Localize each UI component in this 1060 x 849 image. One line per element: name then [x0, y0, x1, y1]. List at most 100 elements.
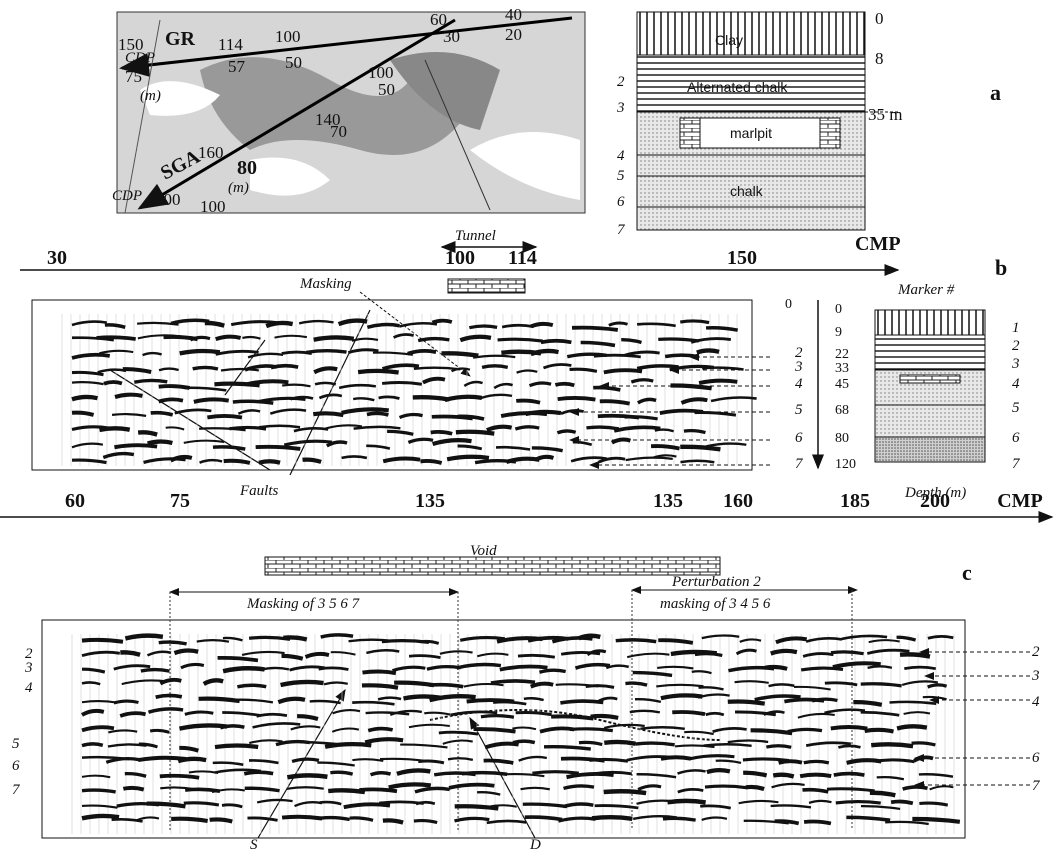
- label: 45: [835, 377, 849, 392]
- reflector: [111, 818, 143, 823]
- reflector: [764, 664, 788, 671]
- reflector: [866, 648, 910, 655]
- label: a: [990, 80, 1001, 105]
- label: 6: [1032, 750, 1040, 766]
- reflector: [147, 707, 184, 714]
- reflector: [487, 804, 517, 808]
- reflector: [331, 727, 360, 733]
- reflector: [860, 710, 900, 717]
- reflector: [431, 318, 453, 325]
- reflector: [569, 727, 614, 733]
- reflector: [207, 414, 243, 420]
- reflector: [81, 650, 121, 658]
- reflector: [885, 820, 929, 826]
- reflector: [243, 770, 274, 776]
- reflector: [694, 652, 723, 658]
- reflector: [270, 363, 299, 370]
- reflector: [805, 636, 843, 643]
- reflector: [280, 679, 324, 688]
- reflector: [846, 815, 891, 823]
- panel-c-frame: [0, 511, 1054, 839]
- label: 4: [795, 376, 803, 392]
- label: 3: [1031, 668, 1040, 684]
- reflector: [896, 724, 928, 731]
- reflector: [832, 661, 881, 670]
- reflector: [811, 697, 838, 703]
- reflector: [359, 787, 398, 794]
- label: Alternated chalk: [687, 79, 788, 95]
- reflector: [81, 804, 118, 809]
- reflector: [684, 730, 714, 736]
- reflector: [802, 652, 834, 658]
- reflector: [890, 799, 914, 806]
- reflector: [71, 370, 104, 377]
- reflector: [330, 651, 356, 656]
- reflector: [530, 348, 559, 357]
- reflector: [497, 337, 543, 343]
- reflector: [108, 729, 138, 734]
- label: c: [962, 560, 972, 585]
- reflector: [594, 770, 632, 776]
- label: 5: [617, 168, 625, 184]
- reflector: [700, 804, 732, 810]
- label: (m): [140, 88, 161, 104]
- reflector: [209, 817, 233, 824]
- reflector: [332, 709, 361, 715]
- reflector: [705, 326, 739, 332]
- reflector: [219, 724, 245, 730]
- label: masking of 3 4 5 6: [660, 596, 771, 612]
- label: 100: [445, 247, 475, 269]
- reflector: [124, 633, 164, 641]
- reflector: [672, 710, 706, 717]
- reflector: [867, 665, 893, 670]
- reflector: [698, 378, 738, 386]
- label: 9: [835, 325, 842, 340]
- label: 75: [125, 67, 142, 86]
- label: 7: [1032, 778, 1041, 794]
- reflector: [624, 350, 660, 357]
- label: 1: [1012, 320, 1020, 336]
- reflector: [119, 711, 147, 718]
- reflector: [904, 665, 937, 671]
- reflector: [927, 683, 948, 689]
- reflector: [242, 335, 261, 340]
- label: 114: [508, 247, 537, 269]
- reflector: [102, 451, 135, 460]
- label: (m): [228, 180, 249, 196]
- reflector: [493, 700, 527, 706]
- reflector: [477, 652, 509, 658]
- reflector: [81, 637, 124, 644]
- reflector: [248, 759, 279, 765]
- reflector: [417, 336, 450, 343]
- label: 22: [835, 347, 849, 362]
- reflector: [364, 737, 404, 745]
- reflector: [626, 652, 670, 659]
- reflector: [158, 397, 184, 404]
- reflector: [365, 711, 410, 716]
- reflector: [146, 650, 172, 657]
- reflector: [515, 710, 552, 717]
- reflector: [778, 759, 803, 765]
- label: 200: [920, 490, 950, 512]
- reflector: [477, 791, 501, 796]
- label: 40: [505, 5, 522, 24]
- reflector: [571, 325, 619, 332]
- label: Void: [470, 543, 497, 559]
- reflector: [320, 633, 354, 639]
- reflector: [864, 727, 894, 734]
- reflector: [770, 804, 812, 809]
- label: 114: [218, 35, 243, 54]
- reflector: [259, 666, 290, 671]
- reflector: [286, 786, 324, 790]
- label: 33: [835, 361, 849, 376]
- reflector: [512, 739, 536, 745]
- reflector: [98, 426, 131, 433]
- reflector: [632, 670, 673, 678]
- label: 50: [285, 53, 302, 72]
- reflector: [306, 348, 347, 355]
- reflector: [636, 773, 677, 779]
- reflector: [574, 662, 611, 670]
- reflector: [258, 459, 281, 465]
- reflector: [586, 425, 620, 431]
